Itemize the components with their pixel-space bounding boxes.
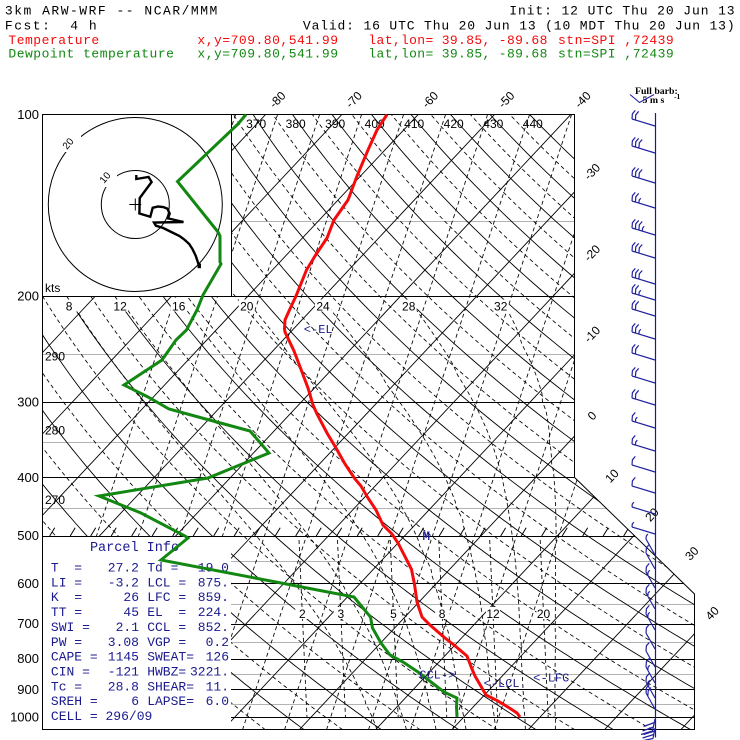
svg-text:800: 800 xyxy=(17,651,39,666)
svg-text:24: 24 xyxy=(316,300,330,314)
svg-text:VGP =: VGP = xyxy=(147,635,186,650)
svg-text:300: 300 xyxy=(17,395,39,410)
svg-text:3: 3 xyxy=(337,607,344,621)
svg-text:500: 500 xyxy=(17,528,39,543)
svg-text:x,y=709.80,541.99: x,y=709.80,541.99 xyxy=(197,47,338,62)
svg-text:M: M xyxy=(423,530,431,544)
svg-text:5: 5 xyxy=(390,607,397,621)
svg-text:-3.2: -3.2 xyxy=(108,575,139,590)
svg-text:20: 20 xyxy=(240,300,254,314)
svg-text:440: 440 xyxy=(523,117,543,131)
svg-text:TT =: TT = xyxy=(51,605,82,620)
svg-text:28: 28 xyxy=(402,300,416,314)
svg-text:Dewpoint temperature: Dewpoint temperature xyxy=(8,47,174,62)
svg-text:45: 45 xyxy=(123,605,139,620)
svg-text:390: 390 xyxy=(325,117,345,131)
svg-text:Full barb:: Full barb: xyxy=(635,86,678,97)
svg-text:600: 600 xyxy=(17,576,39,591)
svg-text:Parcel Info: Parcel Info xyxy=(90,541,179,556)
svg-text:<-LFC: <-LFC xyxy=(533,672,569,686)
svg-text:200: 200 xyxy=(17,289,39,304)
svg-text:Init: 12 UTC Thu 20 Jun 13: Init: 12 UTC Thu 20 Jun 13 xyxy=(509,3,735,18)
svg-text:Td =: Td = xyxy=(147,561,178,576)
svg-text:5 m s: 5 m s xyxy=(643,95,665,106)
svg-text:K =: K = xyxy=(51,590,82,605)
svg-text:<-EL: <-EL xyxy=(304,323,333,337)
svg-text:LFC =: LFC = xyxy=(147,590,186,605)
svg-text:SREH =: SREH = xyxy=(51,694,98,709)
svg-text:stn=SPI ,72439: stn=SPI ,72439 xyxy=(558,47,674,62)
svg-text:CIN =: CIN = xyxy=(51,665,90,680)
svg-text:<-LCL: <-LCL xyxy=(484,677,520,691)
svg-text:3km ARW-WRF -- NCAR/MMM: 3km ARW-WRF -- NCAR/MMM xyxy=(5,3,219,18)
svg-text:x,y=709.80,541.99: x,y=709.80,541.99 xyxy=(197,33,338,48)
svg-text:700: 700 xyxy=(17,616,39,631)
svg-text:2: 2 xyxy=(299,607,306,621)
svg-text:CELL = 296/09: CELL = 296/09 xyxy=(51,709,152,724)
svg-text:PW =: PW = xyxy=(51,635,82,650)
svg-text:224.: 224. xyxy=(198,605,229,620)
svg-text:SWI =: SWI = xyxy=(51,620,90,635)
svg-text:SHEAR=: SHEAR= xyxy=(147,679,194,694)
svg-text:11.: 11. xyxy=(206,679,229,694)
svg-text:lat,lon= 39.85, -89.68: lat,lon= 39.85, -89.68 xyxy=(368,33,547,48)
svg-text:Valid: 16 UTC Thu 20 Jun 13 (1: Valid: 16 UTC Thu 20 Jun 13 (10 MDT Thu … xyxy=(303,18,736,33)
svg-text:4 h: 4 h xyxy=(70,18,98,33)
svg-text:2.1: 2.1 xyxy=(116,620,140,635)
svg-text:430: 430 xyxy=(483,117,503,131)
svg-text:410: 410 xyxy=(404,117,424,131)
svg-text:LCL =: LCL = xyxy=(147,575,186,590)
svg-text:400: 400 xyxy=(17,470,39,485)
svg-text:T =: T = xyxy=(51,561,82,576)
svg-text:8: 8 xyxy=(66,300,73,314)
svg-text:stn=SPI ,72439: stn=SPI ,72439 xyxy=(558,33,674,48)
svg-text:EL =: EL = xyxy=(147,605,186,620)
svg-text:1145: 1145 xyxy=(108,650,139,665)
svg-text:290: 290 xyxy=(45,350,65,364)
svg-text:380: 380 xyxy=(286,117,306,131)
svg-text:12: 12 xyxy=(113,300,127,314)
svg-text:Tc =: Tc = xyxy=(51,679,82,694)
svg-text:420: 420 xyxy=(444,117,464,131)
svg-text:126: 126 xyxy=(206,650,229,665)
svg-text:LAPSE=: LAPSE= xyxy=(147,694,194,709)
svg-text:CCL->: CCL-> xyxy=(419,669,455,683)
svg-text:370: 370 xyxy=(246,117,266,131)
svg-text:1000: 1000 xyxy=(10,710,39,725)
svg-text:26: 26 xyxy=(123,590,139,605)
svg-text:Temperature: Temperature xyxy=(8,33,99,48)
svg-text:100: 100 xyxy=(17,107,39,122)
svg-text:CAPE =: CAPE = xyxy=(51,650,98,665)
svg-text:875.: 875. xyxy=(198,575,229,590)
svg-text:HWBZ=: HWBZ= xyxy=(147,665,186,680)
svg-text:3221.: 3221. xyxy=(190,665,229,680)
svg-text:kts: kts xyxy=(45,281,60,295)
svg-text:-121: -121 xyxy=(108,665,139,680)
svg-text:28.8: 28.8 xyxy=(108,679,139,694)
svg-text:LI =: LI = xyxy=(51,575,82,590)
svg-text:16: 16 xyxy=(172,300,186,314)
svg-text:20: 20 xyxy=(537,607,551,621)
svg-text:852.: 852. xyxy=(198,620,229,635)
svg-text:900: 900 xyxy=(17,682,39,697)
svg-text:12: 12 xyxy=(486,607,500,621)
svg-text:8: 8 xyxy=(439,607,446,621)
svg-text:SWEAT=: SWEAT= xyxy=(147,650,194,665)
svg-text:270: 270 xyxy=(45,493,65,507)
svg-text:CCL =: CCL = xyxy=(147,620,186,635)
svg-text:Fcst:: Fcst: xyxy=(5,18,52,33)
svg-text:3.08: 3.08 xyxy=(108,635,139,650)
svg-text:27.2: 27.2 xyxy=(108,561,139,576)
svg-text:280: 280 xyxy=(45,424,65,438)
svg-text:lat,lon= 39.85, -89.68: lat,lon= 39.85, -89.68 xyxy=(368,47,547,62)
svg-text:6: 6 xyxy=(131,694,139,709)
svg-text:-1: -1 xyxy=(674,92,680,101)
svg-text:32: 32 xyxy=(494,300,508,314)
svg-text:0.2: 0.2 xyxy=(206,635,229,650)
svg-text:859.: 859. xyxy=(198,590,229,605)
svg-text:6.0: 6.0 xyxy=(206,694,229,709)
